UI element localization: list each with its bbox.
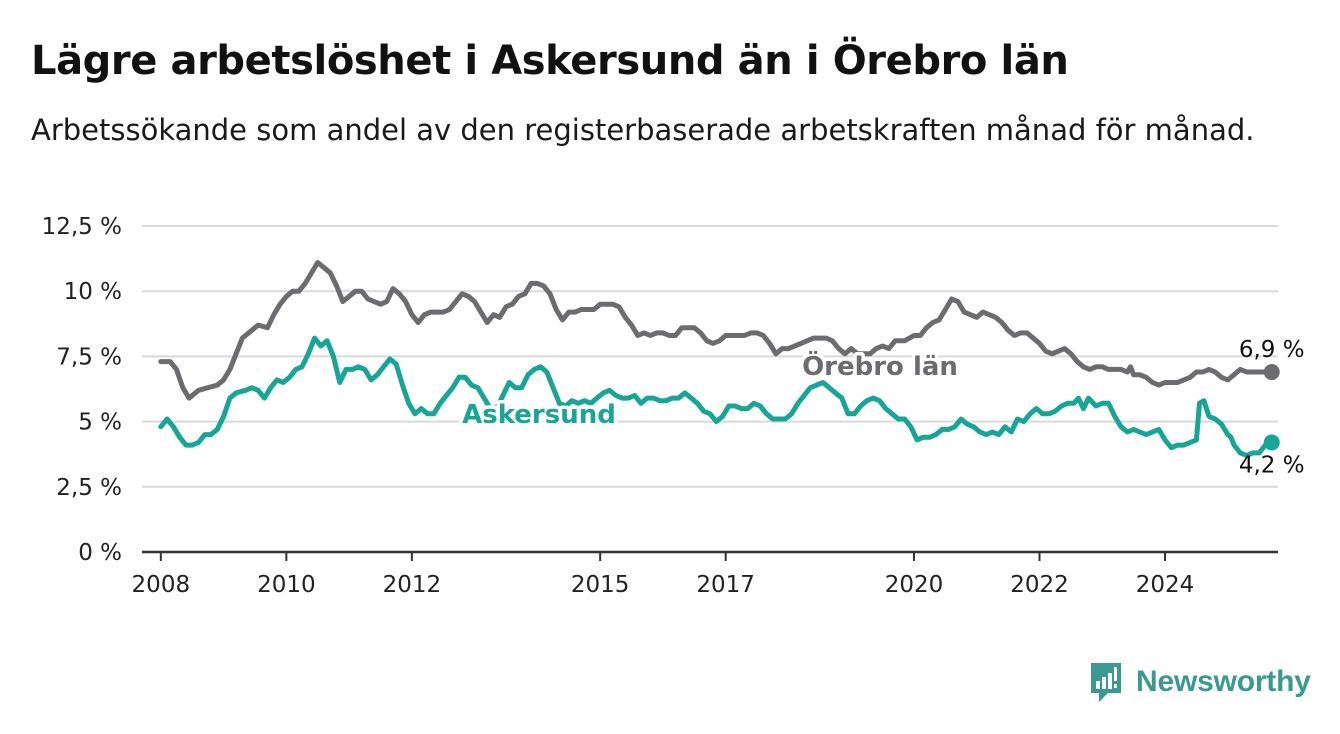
x-tick-label: 2020: [885, 572, 944, 598]
x-tick-label: 2017: [696, 572, 755, 598]
x-tick-label: 2022: [1010, 572, 1069, 598]
series-lines: [158, 260, 1280, 458]
series-line-askersund: [158, 335, 1275, 458]
series-labels: 6,9 % 4,2 % Örebro län Askersund: [459, 337, 1305, 478]
series-name-label: Örebro län: [802, 349, 958, 382]
brand-name: Newsworthy: [1136, 665, 1311, 698]
x-tick-label: 2008: [132, 572, 191, 598]
series-end-point: [1263, 434, 1280, 451]
series-line-orebro-lan: [158, 260, 1275, 401]
page-title: Lägre arbetslöshet i Askersund än i Öreb…: [31, 38, 1069, 84]
x-tick-label: 2012: [383, 572, 442, 598]
x-tick-label: 2015: [571, 572, 630, 598]
newsworthy-logo-icon: [1091, 663, 1121, 702]
page-subtitle: Arbetssökande som andel av den registerb…: [31, 113, 1255, 147]
series-end-label: 6,9 %: [1239, 337, 1305, 363]
y-tick-label: 2,5 %: [56, 475, 122, 501]
y-tick-label: 5 %: [78, 410, 122, 436]
y-tick-label: 7,5 %: [56, 344, 122, 370]
y-axis-labels: 0 % 2,5 % 5 % 7,5 % 10 % 12,5 %: [42, 214, 122, 566]
series-end-point: [1263, 364, 1280, 381]
line-chart: 0 %2,5 %5 %7,5 %10 %12,5 % 2008 2010 2012 2…: [42, 214, 1305, 598]
y-tick-label: 12,5 %: [42, 214, 122, 240]
x-tick-label: 2024: [1136, 572, 1195, 598]
x-tick-label: 2010: [257, 572, 316, 598]
y-tick-label: 10 %: [64, 279, 122, 305]
series-name-label: Askersund: [462, 400, 616, 430]
y-tick-label: 0 %: [78, 540, 122, 566]
brand-logo: Newsworthy: [1088, 660, 1311, 704]
x-axis: 2008 2010 2012 2015 2017 2020 2022 2024: [132, 550, 1278, 598]
series-end-label: 4,2 %: [1239, 452, 1305, 478]
gridlines: [142, 225, 1278, 488]
